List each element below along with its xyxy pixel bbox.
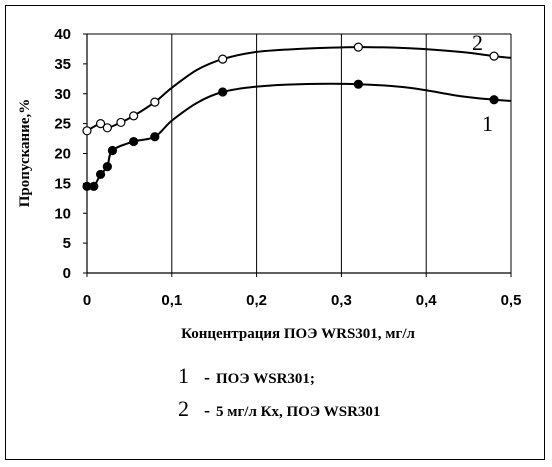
y-tick-label-8: 40 (54, 26, 71, 43)
grid-lines (87, 33, 512, 273)
series-2-point-6 (218, 54, 228, 64)
series-2-line (86, 46, 512, 132)
series-2-point-4 (129, 111, 139, 121)
series-1-label: 1 (482, 111, 493, 136)
series-points (82, 42, 499, 191)
series-1-point-1 (89, 181, 99, 191)
y-tick-label-2: 10 (54, 205, 71, 222)
series-1-point-2 (95, 169, 106, 180)
x-tick-label-3: 0,3 (331, 292, 352, 309)
y-axis-label: Пропускание,% (17, 99, 33, 207)
axes (83, 33, 512, 277)
series-1-point-3 (102, 162, 112, 172)
chart-frame (5, 5, 545, 460)
series-2-point-3 (116, 117, 126, 128)
legend-dash-1: - (204, 367, 210, 387)
series-2-label: 2 (472, 30, 483, 55)
series-1-point-7 (218, 87, 228, 97)
legend-item-1: 1- ПОЭ WSR301; (178, 363, 315, 389)
series-1-point-6 (150, 132, 160, 142)
y-tick-label-3: 15 (54, 175, 71, 192)
series-2-point-1 (95, 119, 106, 129)
series-lines (86, 46, 512, 189)
x-tick-label-1: 0,1 (161, 292, 182, 309)
series-2-point-5 (150, 97, 160, 107)
tick-labels: 0 5 10 15 20 25 30 35 40 0 0,1 0,2 0,3 0,4 0,5 (54, 26, 521, 309)
x-tick-label-2: 0,2 (246, 292, 267, 309)
y-tick-label-6: 30 (54, 86, 71, 103)
legend-item-2: 2-5 мг/л Кх, ПОЭ WSR301 (178, 396, 380, 422)
x-axis-label: Концентрация ПОЭ WRS301, мг/л (181, 326, 415, 342)
series-2-point-7 (353, 42, 363, 52)
legend-text-1: ПОЭ WSR301; (216, 371, 315, 387)
x-tick-label-5: 0,5 (501, 292, 522, 309)
series-2-point-0 (82, 126, 92, 136)
series-1-point-8 (353, 79, 363, 89)
y-tick-label-4: 20 (54, 146, 71, 163)
series-1-point-9 (489, 95, 499, 105)
series-1-point-4 (107, 145, 118, 156)
x-tick-label-4: 0,4 (416, 292, 438, 309)
legend-text-2: 5 мг/л Кх, ПОЭ WSR301 (216, 404, 381, 420)
y-tick-label-0: 0 (63, 265, 71, 282)
legend-dash-2: - (204, 400, 210, 420)
series-1-point-5 (129, 136, 139, 147)
series-2-point-8 (489, 51, 499, 61)
x-tick-label-0: 0 (83, 292, 91, 309)
y-tick-label-5: 25 (54, 116, 71, 133)
y-tick-label-1: 5 (63, 235, 71, 252)
series-2-point-2 (102, 123, 112, 133)
legend-number-2: 2 (178, 396, 189, 421)
y-tick-label-7: 35 (54, 56, 71, 73)
legend-number-1: 1 (178, 363, 189, 388)
